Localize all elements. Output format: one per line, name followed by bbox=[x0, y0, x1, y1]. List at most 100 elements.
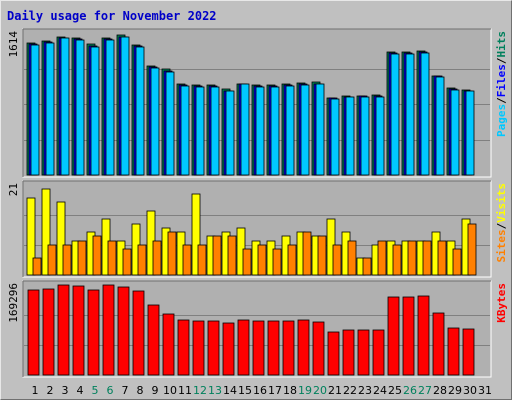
bar-sites-day-17 bbox=[272, 248, 282, 276]
bar-pages-day-15 bbox=[240, 83, 250, 176]
bar-pages-day-16 bbox=[255, 86, 265, 176]
bar-kbytes-day-22 bbox=[342, 329, 355, 376]
bar-sites-day-24 bbox=[377, 240, 387, 276]
bar-pages-day-10 bbox=[165, 71, 175, 176]
day-label-7: 7 bbox=[122, 384, 129, 397]
bar-visits-day-1 bbox=[26, 197, 36, 276]
bar-sites-day-18 bbox=[287, 244, 297, 276]
day-label-13: 13 bbox=[208, 384, 222, 397]
bar-kbytes-day-25 bbox=[387, 296, 400, 376]
legend-entry-visits: Visits bbox=[495, 183, 508, 223]
bar-pages-day-22 bbox=[345, 96, 355, 176]
bar-sites-day-27 bbox=[422, 240, 432, 276]
bar-pages-day-12 bbox=[195, 86, 205, 176]
day-label-26: 26 bbox=[403, 384, 417, 397]
bar-pages-day-20 bbox=[315, 83, 325, 176]
bar-pages-day-27 bbox=[420, 52, 430, 176]
bar-sites-day-29 bbox=[452, 248, 462, 276]
bar-visits-day-3 bbox=[56, 201, 66, 276]
legend-label-middle: Sites/Visits bbox=[495, 183, 508, 263]
bar-sites-day-28 bbox=[437, 240, 447, 276]
bar-sites-day-6 bbox=[107, 240, 117, 276]
bar-sites-day-2 bbox=[47, 244, 57, 276]
bar-sites-day-12 bbox=[197, 244, 207, 276]
legend-separator: / bbox=[495, 222, 508, 229]
day-label-16: 16 bbox=[253, 384, 267, 397]
bar-pages-day-18 bbox=[285, 85, 295, 176]
bar-kbytes-day-15 bbox=[237, 319, 250, 376]
day-label-18: 18 bbox=[283, 384, 297, 397]
ymax-label-top: 1614 bbox=[7, 31, 20, 58]
bar-sites-day-22 bbox=[347, 240, 357, 276]
bar-pages-day-5 bbox=[90, 46, 100, 176]
chart-title: Daily usage for November 2022 bbox=[7, 9, 217, 23]
bar-kbytes-day-19 bbox=[297, 319, 310, 376]
bar-pages-day-30 bbox=[465, 90, 475, 176]
day-label-14: 14 bbox=[223, 384, 237, 397]
bar-kbytes-day-4 bbox=[72, 285, 85, 376]
day-label-15: 15 bbox=[238, 384, 252, 397]
day-label-25: 25 bbox=[388, 384, 402, 397]
bar-sites-day-4 bbox=[77, 240, 87, 276]
bar-pages-day-29 bbox=[450, 89, 460, 176]
day-label-17: 17 bbox=[268, 384, 282, 397]
day-label-2: 2 bbox=[47, 384, 54, 397]
bar-kbytes-day-12 bbox=[192, 320, 205, 376]
day-label-6: 6 bbox=[107, 384, 114, 397]
bar-kbytes-day-14 bbox=[222, 322, 235, 376]
bar-pages-day-13 bbox=[210, 86, 220, 176]
day-label-24: 24 bbox=[373, 384, 387, 397]
legend-entry-hits: Hits bbox=[495, 31, 508, 58]
bar-pages-day-25 bbox=[390, 53, 400, 176]
day-label-10: 10 bbox=[163, 384, 177, 397]
bar-pages-day-9 bbox=[150, 67, 160, 176]
bar-sites-day-30 bbox=[467, 223, 477, 276]
day-label-27: 27 bbox=[418, 384, 432, 397]
bar-sites-day-7 bbox=[122, 248, 132, 276]
day-label-12: 12 bbox=[193, 384, 207, 397]
bar-kbytes-day-11 bbox=[177, 319, 190, 376]
bar-pages-day-7 bbox=[120, 36, 130, 176]
day-label-11: 11 bbox=[178, 384, 192, 397]
bar-sites-day-5 bbox=[92, 235, 102, 276]
bar-sites-day-15 bbox=[242, 248, 252, 276]
day-label-9: 9 bbox=[152, 384, 159, 397]
day-label-29: 29 bbox=[448, 384, 462, 397]
day-label-5: 5 bbox=[92, 384, 99, 397]
bar-pages-day-11 bbox=[180, 85, 190, 176]
bar-sites-day-20 bbox=[317, 235, 327, 276]
bar-pages-day-28 bbox=[435, 76, 445, 176]
legend-entry-kbytes: KBytes bbox=[495, 283, 508, 323]
day-label-21: 21 bbox=[328, 384, 342, 397]
bar-kbytes-day-28 bbox=[432, 312, 445, 376]
bar-pages-day-14 bbox=[225, 90, 235, 176]
bar-kbytes-day-6 bbox=[102, 284, 115, 376]
legend-separator: / bbox=[495, 57, 508, 64]
bar-kbytes-day-20 bbox=[312, 321, 325, 376]
bar-kbytes-day-21 bbox=[327, 331, 340, 376]
bar-pages-day-24 bbox=[375, 96, 385, 176]
bar-kbytes-day-2 bbox=[42, 288, 55, 376]
day-label-31: 31 bbox=[478, 384, 492, 397]
day-label-30: 30 bbox=[463, 384, 477, 397]
bar-kbytes-day-5 bbox=[87, 289, 100, 376]
day-label-22: 22 bbox=[343, 384, 357, 397]
bar-pages-day-2 bbox=[45, 42, 55, 176]
bar-sites-day-10 bbox=[167, 231, 177, 276]
bar-pages-day-3 bbox=[60, 37, 70, 176]
bar-kbytes-day-26 bbox=[402, 296, 415, 376]
bar-visits-day-2 bbox=[41, 188, 51, 276]
day-label-4: 4 bbox=[77, 384, 84, 397]
bar-pages-day-1 bbox=[30, 44, 40, 176]
bar-pages-day-19 bbox=[300, 84, 310, 176]
bar-kbytes-day-3 bbox=[57, 284, 70, 376]
day-label-23: 23 bbox=[358, 384, 372, 397]
legend-label-bottom: KBytes bbox=[495, 283, 508, 323]
bar-kbytes-day-18 bbox=[282, 320, 295, 376]
bar-pages-day-21 bbox=[330, 98, 340, 176]
ymax-label-bottom: 169296 bbox=[7, 283, 20, 323]
bar-kbytes-day-16 bbox=[252, 320, 265, 376]
bar-kbytes-day-23 bbox=[357, 329, 370, 376]
bar-sites-day-19 bbox=[302, 231, 312, 276]
